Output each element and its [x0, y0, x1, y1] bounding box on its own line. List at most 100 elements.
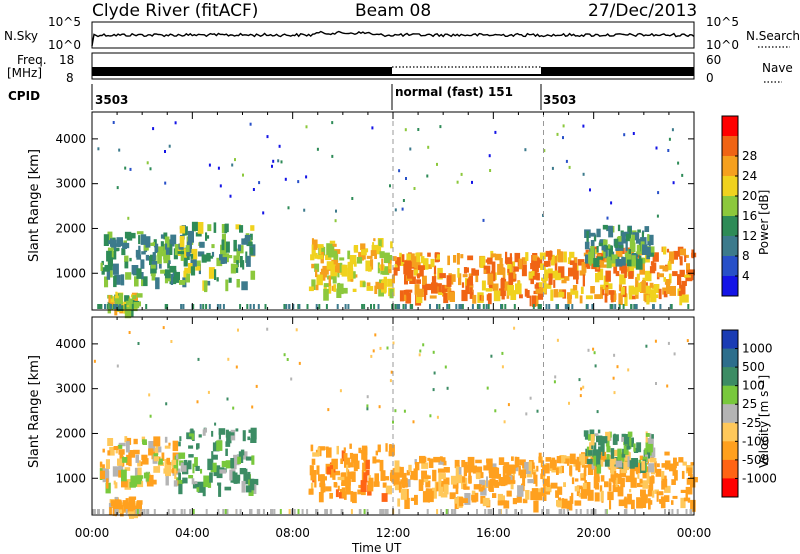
data-cell [514, 456, 517, 468]
data-cell [442, 460, 447, 466]
data-cell [673, 250, 678, 260]
data-cell [463, 267, 468, 274]
data-cell [250, 509, 253, 514]
data-cell [638, 459, 642, 463]
data-cell [512, 464, 516, 474]
data-cell [343, 453, 348, 460]
colorbar-swatch [722, 459, 738, 479]
data-cell [632, 232, 639, 241]
data-cell [216, 440, 223, 451]
data-cell [645, 431, 648, 443]
data-cell [225, 429, 229, 438]
data-cell [133, 505, 138, 511]
data-cell [525, 412, 528, 416]
data-cell [483, 265, 491, 274]
data-cell [117, 444, 123, 449]
data-cell [131, 304, 134, 309]
data-cell [484, 509, 487, 514]
data-cell [679, 293, 683, 306]
data-cell [207, 390, 210, 394]
data-cell [461, 477, 468, 490]
data-cell [488, 480, 491, 491]
data-cell [644, 226, 650, 232]
data-cell [313, 239, 318, 250]
data-cell [165, 474, 169, 486]
data-cell [208, 163, 211, 167]
data-cell [352, 271, 356, 279]
data-cell [636, 251, 640, 255]
data-cell [564, 455, 567, 463]
data-cell [580, 487, 587, 499]
data-cell [361, 249, 367, 256]
data-cell [128, 496, 136, 507]
data-cell [168, 144, 171, 148]
data-cell [603, 247, 608, 259]
data-cell [666, 384, 669, 388]
data-cell [674, 470, 678, 481]
data-cell [590, 286, 595, 294]
data-cell [685, 509, 688, 514]
time-axis-label: Time UT [351, 541, 402, 554]
data-cell [686, 339, 689, 343]
data-cell [142, 439, 147, 445]
data-cell [116, 509, 119, 514]
data-cell [637, 253, 640, 259]
data-cell [461, 498, 468, 503]
data-cell [501, 292, 505, 300]
data-cell [209, 472, 213, 483]
data-cell [325, 509, 328, 514]
data-cell [583, 430, 589, 437]
data-cell [232, 406, 235, 410]
data-cell [197, 222, 204, 234]
data-cell [447, 509, 449, 514]
data-cell [576, 273, 579, 285]
data-cell [645, 433, 650, 437]
data-cell [188, 433, 194, 437]
data-cell [187, 230, 194, 243]
data-cell [652, 252, 659, 262]
data-cell [497, 493, 503, 505]
data-cell [478, 486, 484, 492]
cpid-segment-2: normal (fast) 151 [395, 85, 513, 99]
data-cell [431, 276, 437, 286]
data-cell [320, 487, 324, 493]
data-cell [335, 489, 339, 498]
data-cell [569, 260, 575, 265]
data-cell [330, 509, 332, 514]
data-cell [550, 464, 556, 469]
freq-tick-top: 18 [59, 53, 74, 67]
data-cell [150, 242, 155, 246]
data-cell [606, 216, 609, 220]
data-cell [480, 487, 487, 496]
data-cell [546, 509, 548, 514]
data-cell [385, 509, 388, 514]
data-cell [679, 256, 682, 260]
data-cell [266, 135, 269, 139]
time-axis: 00:00 04:00 08:00 12:00 16:00 20:00 00:00 [75, 526, 712, 540]
data-cell [216, 257, 223, 267]
data-cell [320, 480, 325, 487]
data-cell [666, 283, 671, 294]
data-cell [519, 469, 527, 479]
data-cell [441, 457, 446, 462]
data-cell [372, 242, 375, 246]
data-cell [182, 477, 188, 484]
data-cell [547, 254, 552, 261]
data-cell [542, 509, 544, 514]
data-cell [174, 244, 179, 256]
data-cell [174, 467, 177, 480]
data-cell [520, 509, 523, 514]
data-cell [362, 462, 367, 472]
data-cell [225, 448, 228, 456]
data-cell [121, 248, 126, 256]
data-cell [581, 262, 587, 273]
data-cell [680, 489, 688, 493]
data-cell [672, 181, 675, 185]
data-cell [613, 481, 616, 488]
data-cell [245, 456, 253, 461]
data-cell [574, 478, 579, 482]
data-cell [288, 509, 291, 514]
data-cell [618, 293, 623, 305]
data-cell [124, 306, 132, 319]
